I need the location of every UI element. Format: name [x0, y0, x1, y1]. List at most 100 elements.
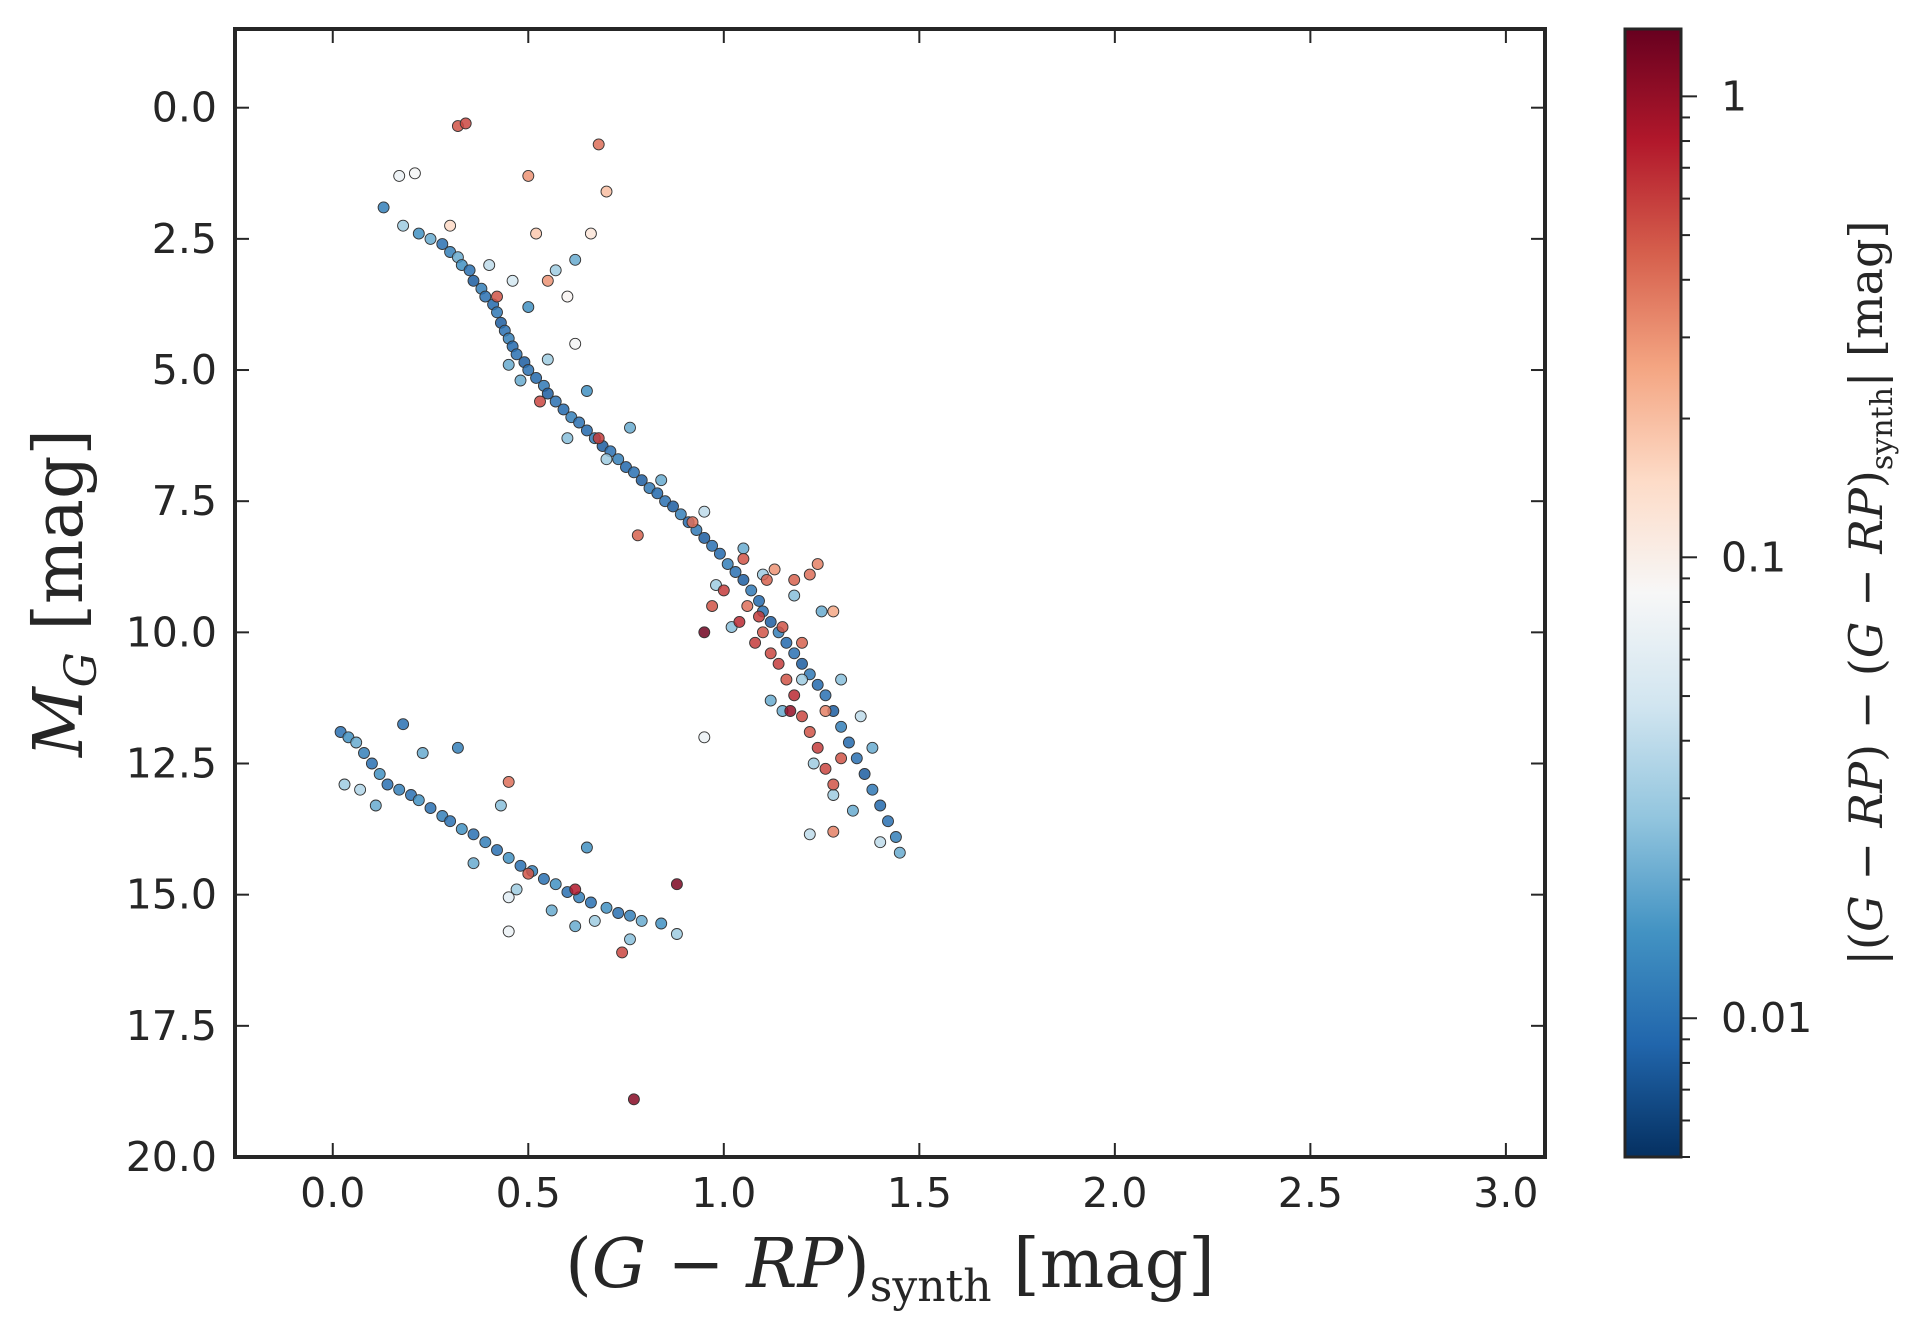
data-point	[483, 259, 496, 272]
data-point	[788, 689, 801, 702]
data-point	[467, 828, 480, 841]
data-point	[803, 828, 816, 841]
data-point	[549, 395, 562, 408]
data-point	[358, 747, 370, 759]
data-point	[557, 403, 570, 416]
data-point	[373, 768, 386, 780]
data-point	[561, 432, 574, 445]
x-axis-label: (G − RP)synth [mag]	[565, 1225, 1215, 1312]
data-point	[491, 844, 503, 857]
data-point	[545, 904, 558, 917]
colorbar-ticks: 0.01 0.1 1	[1681, 72, 1812, 1158]
data-point	[874, 799, 887, 812]
data-point	[580, 841, 593, 854]
data-point	[667, 500, 679, 513]
data-point	[729, 566, 742, 578]
data-point	[850, 752, 863, 765]
data-point	[882, 815, 894, 828]
data-point	[706, 539, 719, 552]
data-point	[796, 710, 808, 723]
data-point	[530, 227, 543, 240]
scatter-points	[334, 117, 906, 1106]
data-point	[530, 371, 543, 384]
data-point	[541, 387, 554, 400]
data-point	[674, 508, 687, 521]
data-point	[592, 432, 605, 445]
data-point	[631, 529, 644, 542]
y-axis-label: MG [mag]	[20, 429, 107, 759]
data-point	[584, 896, 597, 909]
data-point	[522, 867, 535, 880]
data-point	[612, 453, 625, 466]
data-point	[827, 605, 840, 618]
data-point	[522, 169, 535, 182]
data-point	[569, 337, 582, 350]
data-point	[541, 353, 554, 366]
data-point	[408, 167, 421, 180]
data-point	[811, 741, 824, 754]
data-point	[698, 505, 711, 518]
data-point	[819, 689, 832, 702]
x-tick-label: 2.0	[1082, 1169, 1147, 1217]
data-point	[580, 385, 593, 397]
data-point	[733, 615, 746, 628]
y-tick-label: 5.0	[152, 346, 217, 394]
data-point	[573, 416, 586, 429]
x-tick-label: 1.0	[691, 1169, 756, 1217]
data-point	[796, 636, 808, 649]
data-point	[561, 290, 574, 303]
data-point	[764, 694, 777, 707]
data-point	[377, 201, 390, 214]
data-point	[866, 741, 879, 754]
data-point	[756, 626, 769, 639]
data-point	[796, 657, 808, 670]
data-point	[444, 219, 457, 232]
data-point	[819, 762, 832, 775]
data-point	[412, 794, 425, 807]
data-point	[698, 626, 711, 639]
data-point	[670, 928, 683, 940]
data-point	[436, 238, 449, 251]
data-point	[502, 891, 515, 904]
data-point	[741, 600, 754, 613]
data-point	[588, 914, 601, 927]
plot-frame	[233, 27, 1547, 1159]
data-point	[612, 907, 625, 919]
x-tick-label: 3.0	[1473, 1169, 1538, 1217]
data-point	[549, 264, 562, 277]
y-tick-label: 0.0	[152, 84, 217, 132]
data-point	[651, 487, 664, 500]
data-point	[479, 290, 492, 303]
data-point	[624, 421, 636, 434]
data-point	[549, 878, 562, 891]
data-point	[753, 610, 765, 623]
y-tick-label: 15.0	[126, 871, 217, 919]
data-point	[514, 374, 527, 387]
data-point	[784, 705, 797, 717]
data-point	[354, 783, 367, 796]
axis-ticks: 0.0 0.5 1.0 1.5 2.0 2.5 3.0 0.0 2.5 5.0 7.5 10.0 12.…	[126, 29, 1545, 1217]
data-point	[502, 925, 515, 938]
y-tick-label: 2.5	[152, 215, 217, 263]
data-point	[350, 736, 363, 749]
data-point	[424, 232, 437, 245]
data-point	[803, 726, 816, 738]
data-point	[506, 274, 519, 287]
colorbar-tick-label: 0.01	[1721, 994, 1812, 1042]
data-point	[627, 466, 640, 479]
data-point	[569, 253, 582, 266]
colorbar-gradient	[1625, 29, 1681, 1157]
colorbar-label: |(G − RP) − (G − RP)synth| [mag]	[1839, 221, 1900, 966]
data-point	[397, 219, 410, 232]
data-point	[635, 914, 648, 927]
y-tick-label: 12.5	[126, 740, 217, 788]
x-tick-label: 1.5	[887, 1169, 952, 1217]
data-point	[788, 647, 801, 660]
data-point	[510, 348, 523, 361]
data-point	[827, 825, 840, 838]
data-point	[764, 615, 777, 628]
data-point	[600, 185, 613, 198]
data-point	[502, 775, 515, 788]
data-point	[866, 783, 879, 796]
y-tick-label: 7.5	[152, 477, 217, 525]
